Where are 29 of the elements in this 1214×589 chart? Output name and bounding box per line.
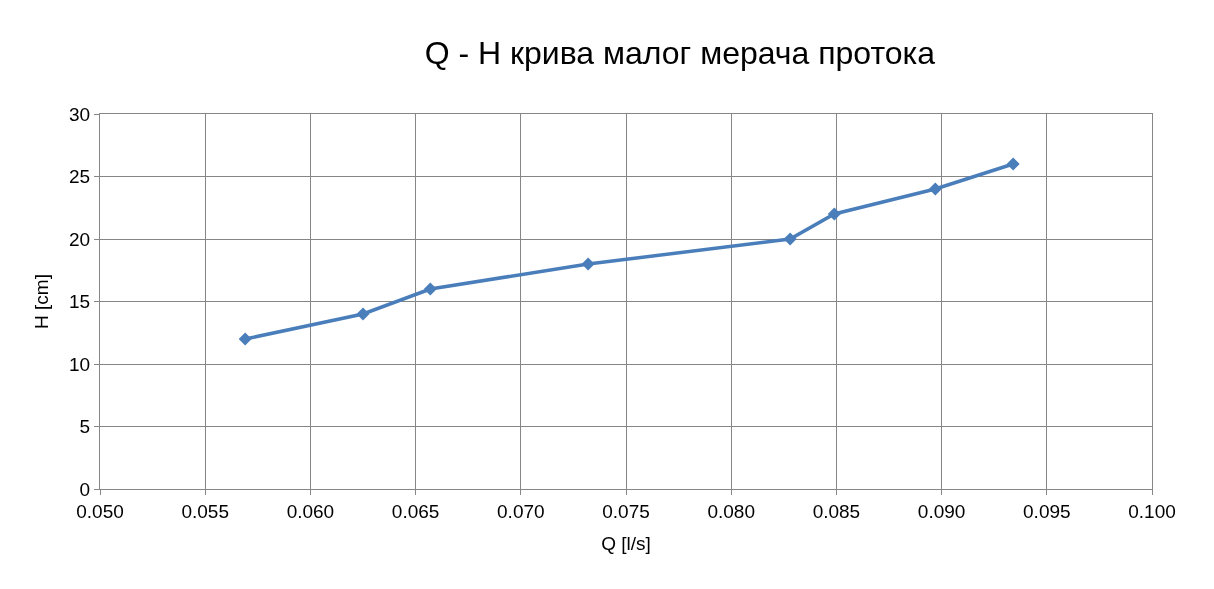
point xyxy=(827,207,841,221)
y-tick-label: 20 xyxy=(69,228,91,250)
point xyxy=(238,332,252,346)
x-tick-label: 0.050 xyxy=(76,500,124,522)
x-tick-label: 0.090 xyxy=(917,500,966,522)
x-tick-label: 0.060 xyxy=(286,500,335,522)
x-tick-label: 0.075 xyxy=(602,500,650,522)
x-tick-label: 0.085 xyxy=(812,500,861,522)
y-tick-label: 10 xyxy=(69,353,91,375)
chart-title: Q - H крива малог мерача протока xyxy=(424,34,936,71)
y-tick-label: 5 xyxy=(79,416,91,438)
point xyxy=(581,257,595,271)
y-tick-label: 30 xyxy=(69,103,91,125)
point xyxy=(1006,157,1020,171)
x-tick-label: 0.095 xyxy=(1023,500,1071,522)
point xyxy=(356,307,370,321)
x-tick-label: 0.080 xyxy=(707,500,755,522)
point xyxy=(783,232,797,246)
point xyxy=(423,282,437,296)
x-tick-label: 0.065 xyxy=(391,500,440,522)
point xyxy=(928,182,942,196)
x-tick-label: 0.100 xyxy=(1128,500,1176,522)
y-tick-label: 0 xyxy=(79,478,91,500)
y-tick-label: 25 xyxy=(69,166,91,188)
x-tick-label: 0.055 xyxy=(181,500,229,522)
y-axis-title: H [cm] xyxy=(30,274,52,329)
y-tick-label: 15 xyxy=(69,291,91,313)
x-tick-label: 0.070 xyxy=(497,500,545,522)
x-axis-title: Q [l/s] xyxy=(601,532,651,554)
